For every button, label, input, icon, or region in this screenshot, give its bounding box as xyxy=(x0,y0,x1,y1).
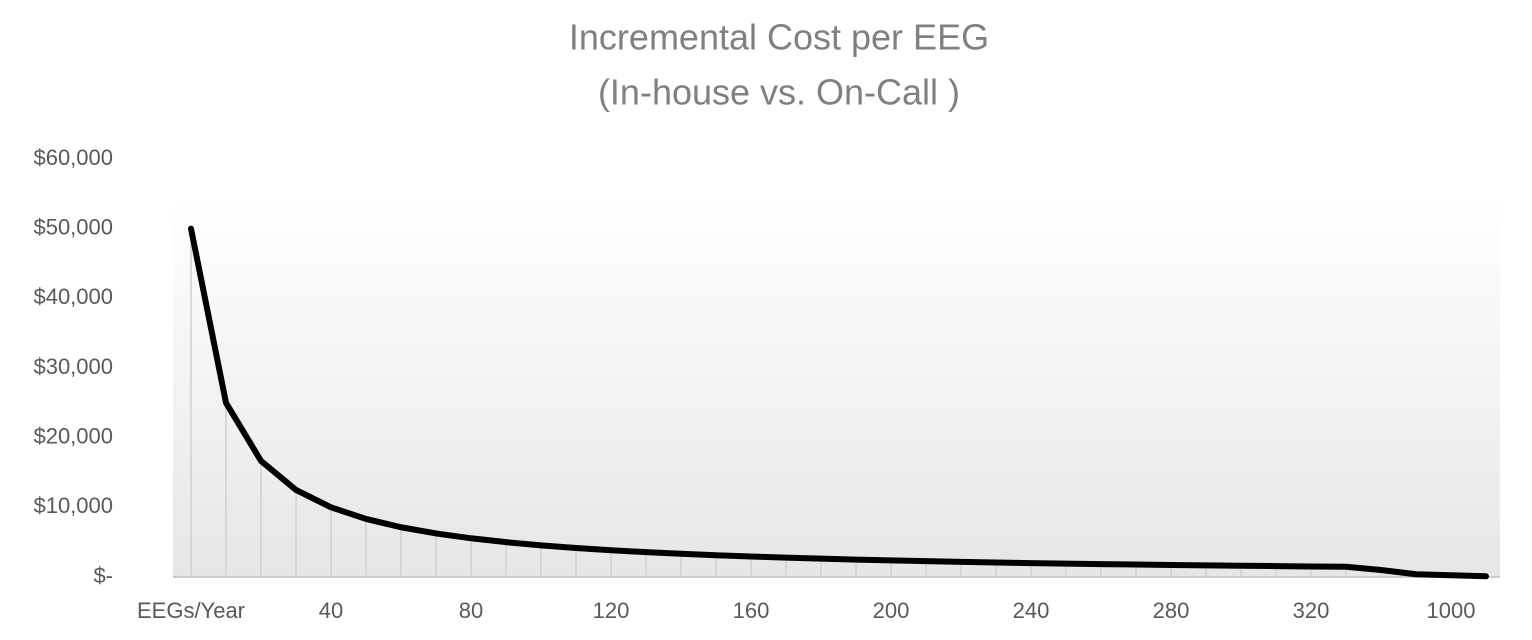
x-tick-label: 1000 xyxy=(1427,598,1476,623)
y-tick-label: $20,000 xyxy=(33,423,113,448)
x-tick-label: 120 xyxy=(593,598,630,623)
x-tick-label: 240 xyxy=(1013,598,1050,623)
y-tick-label: $60,000 xyxy=(33,145,113,170)
plot-background xyxy=(173,200,1500,577)
chart-subtitle: (In-house vs. On-Call ) xyxy=(598,72,960,113)
y-tick-label: $30,000 xyxy=(33,354,113,379)
y-tick-label: $10,000 xyxy=(33,493,113,518)
y-tick-label: $- xyxy=(93,563,113,588)
x-tick-label: 80 xyxy=(459,598,483,623)
x-tick-label: 40 xyxy=(319,598,343,623)
x-tick-label: 280 xyxy=(1153,598,1190,623)
y-tick-label: $50,000 xyxy=(33,214,113,239)
x-tick-label: 320 xyxy=(1293,598,1330,623)
x-tick-label: 160 xyxy=(733,598,770,623)
x-tick-label: EEGs/Year xyxy=(137,598,245,623)
chart-title: Incremental Cost per EEG xyxy=(569,17,989,58)
line-series xyxy=(188,225,1489,580)
y-tick-label: $40,000 xyxy=(33,284,113,309)
x-tick-label: 200 xyxy=(873,598,910,623)
